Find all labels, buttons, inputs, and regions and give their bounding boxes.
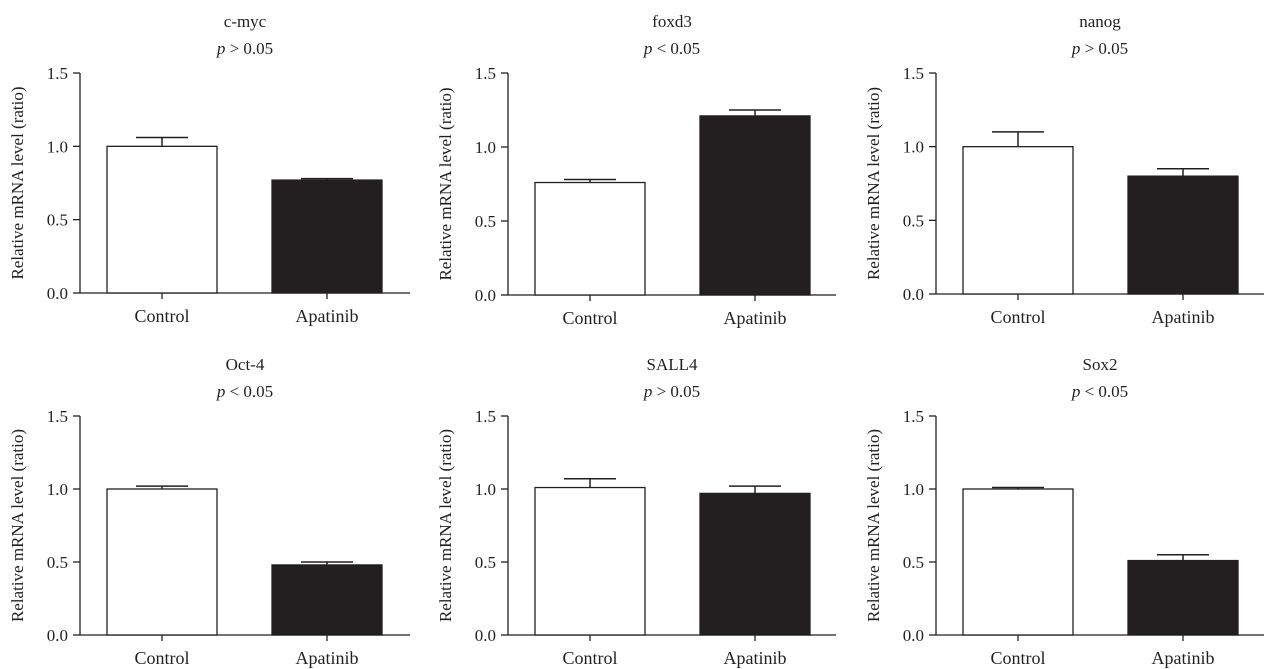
bar-control	[963, 147, 1073, 294]
y-axis-label: Relative mRNA level (ratio)	[436, 87, 455, 280]
y-tick-label: 0.0	[903, 626, 924, 645]
y-tick-label: 0.5	[903, 211, 924, 230]
panel-title: c-myc	[224, 12, 267, 31]
y-tick-label: 1.0	[903, 480, 924, 499]
x-tick-label: Apatinib	[724, 308, 787, 328]
panel-subtitle: p < 0.05	[216, 382, 273, 401]
p-symbol: p	[643, 382, 653, 401]
x-tick-label: Apatinib	[1152, 648, 1215, 668]
y-tick-label: 1.5	[903, 407, 924, 426]
y-axis-label: Relative mRNA level (ratio)	[864, 87, 883, 280]
panel-title: Oct-4	[226, 355, 265, 374]
p-threshold: > 0.05	[225, 39, 273, 58]
x-tick-label: Apatinib	[296, 306, 359, 326]
bar-apatinib	[272, 565, 382, 635]
y-tick-label: 1.0	[475, 480, 496, 499]
panel-subtitle: p > 0.05	[1071, 39, 1128, 58]
x-tick-label: Apatinib	[296, 648, 359, 668]
panel-subtitle: p < 0.05	[1071, 382, 1128, 401]
panel-title: foxd3	[652, 12, 692, 31]
panel-subtitle: p > 0.05	[216, 39, 273, 58]
x-tick-label: Apatinib	[724, 648, 787, 668]
chart-panel-c-myc: c-myc p > 0.05 Relative mRNA level (ratio)…	[8, 12, 410, 326]
x-tick-label: Control	[562, 648, 617, 668]
y-tick-label: 1.0	[47, 137, 68, 156]
y-axis-label: Relative mRNA level (ratio)	[8, 86, 27, 279]
y-tick-label: 0.0	[47, 284, 68, 303]
chart-panel-nanog: nanog p > 0.05 Relative mRNA level (ratio)…	[864, 12, 1264, 327]
y-tick-label: 0.5	[903, 553, 924, 572]
y-tick-label: 0.0	[47, 626, 68, 645]
y-axis-label: Relative mRNA level (ratio)	[864, 429, 883, 622]
p-symbol: p	[216, 39, 226, 58]
x-tick-label: Control	[134, 648, 189, 668]
chart-panel-sall4: SALL4 p > 0.05 Relative mRNA level (ratio)…	[436, 355, 836, 668]
panel-title: SALL4	[647, 355, 699, 374]
panel-subtitle: p < 0.05	[643, 39, 700, 58]
panel-title: Sox2	[1083, 355, 1118, 374]
p-threshold: > 0.05	[652, 382, 700, 401]
x-tick-label: Control	[990, 307, 1045, 327]
p-symbol: p	[1071, 39, 1081, 58]
y-tick-label: 1.0	[903, 138, 924, 157]
y-tick-label: 0.5	[475, 212, 496, 231]
bar-control	[107, 146, 217, 293]
bar-apatinib	[272, 180, 382, 293]
y-axis-label: Relative mRNA level (ratio)	[8, 429, 27, 622]
y-tick-label: 0.5	[47, 553, 68, 572]
p-symbol: p	[216, 382, 226, 401]
bar-apatinib	[700, 493, 810, 635]
p-threshold: < 0.05	[652, 39, 700, 58]
y-tick-label: 1.5	[475, 64, 496, 83]
y-tick-label: 0.0	[475, 626, 496, 645]
x-tick-label: Control	[562, 308, 617, 328]
x-tick-label: Apatinib	[1152, 307, 1215, 327]
p-symbol: p	[643, 39, 653, 58]
y-tick-label: 1.5	[47, 64, 68, 83]
y-tick-label: 1.5	[475, 407, 496, 426]
bar-control	[535, 183, 645, 295]
p-threshold: < 0.05	[225, 382, 273, 401]
chart-panel-foxd3: foxd3 p < 0.05 Relative mRNA level (ratio)…	[436, 12, 836, 328]
y-tick-label: 0.0	[903, 285, 924, 304]
bar-control	[963, 489, 1073, 635]
p-threshold: < 0.05	[1080, 382, 1128, 401]
p-symbol: p	[1071, 382, 1081, 401]
y-tick-label: 0.0	[475, 286, 496, 305]
bar-apatinib	[700, 116, 810, 295]
bar-control	[535, 488, 645, 635]
bar-apatinib	[1128, 176, 1238, 294]
y-tick-label: 1.0	[475, 138, 496, 157]
p-threshold: > 0.05	[1080, 39, 1128, 58]
x-tick-label: Control	[990, 648, 1045, 668]
y-tick-label: 1.5	[903, 64, 924, 83]
bar-control	[107, 489, 217, 635]
y-tick-label: 1.5	[47, 407, 68, 426]
y-axis-label: Relative mRNA level (ratio)	[436, 429, 455, 622]
panel-title: nanog	[1079, 12, 1121, 31]
x-tick-label: Control	[134, 306, 189, 326]
y-tick-label: 1.0	[47, 480, 68, 499]
panel-subtitle: p > 0.05	[643, 382, 700, 401]
bar-apatinib	[1128, 561, 1238, 635]
y-tick-label: 0.5	[47, 211, 68, 230]
y-tick-label: 0.5	[475, 553, 496, 572]
